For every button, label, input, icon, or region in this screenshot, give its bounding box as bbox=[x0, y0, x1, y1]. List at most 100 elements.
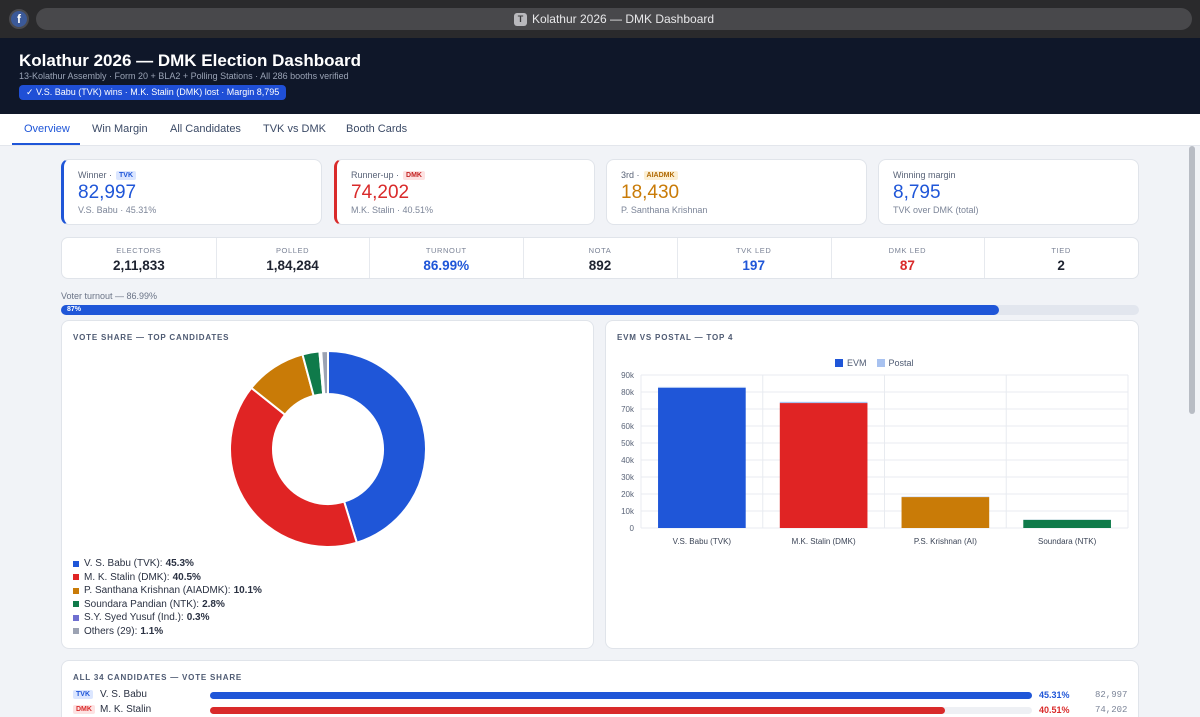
turnout-bar: 87% bbox=[61, 305, 1139, 315]
evm-postal-bar-chart: 0 10k 20k 30k 40k 50k 60k 70k 80k 90k V.S. Babu (T… bbox=[621, 371, 1129, 546]
stat-label: TIED bbox=[1051, 246, 1071, 255]
legend-evm[interactable]: EVM bbox=[835, 358, 867, 368]
page-scrollbar[interactable] bbox=[1188, 146, 1196, 717]
y-tick-label: 60k bbox=[621, 422, 635, 431]
evm-postal-title: EVM VS POSTAL — TOP 4 bbox=[617, 333, 734, 342]
x-tick-label: P.S. Krishnan (AI) bbox=[914, 537, 977, 546]
legend-value: 45.3% bbox=[165, 558, 194, 570]
party-badge: DMK bbox=[73, 705, 95, 714]
party-badge: DMK bbox=[403, 170, 425, 180]
y-tick-label: 70k bbox=[621, 405, 635, 414]
bar-evm[interactable] bbox=[1023, 519, 1111, 528]
page-title-in-bar: Kolathur 2026 — DMK Dashboard bbox=[531, 12, 715, 26]
tab-all-candidates[interactable]: All Candidates bbox=[170, 123, 241, 135]
tab-booth-cards[interactable]: Booth Cards bbox=[346, 123, 408, 135]
candidate-pct: 45.31% bbox=[1039, 690, 1070, 700]
tab-win-margin[interactable]: Win Margin bbox=[92, 123, 148, 135]
tab-bar: Overview Win Margin All Candidates TVK v… bbox=[0, 114, 1200, 146]
legend-item: M. K. Stalin (DMK): 40.5% bbox=[73, 571, 262, 585]
tab-tvk-vs-dmk[interactable]: TVK vs DMK bbox=[263, 123, 326, 135]
stat-polled: POLLED 1,84,284 bbox=[216, 238, 370, 278]
candidate-row[interactable]: TVK V. S. Babu 45.31% 82,997 bbox=[73, 689, 1131, 703]
y-tick-label: 0 bbox=[630, 524, 635, 533]
legend-evm-label: EVM bbox=[847, 358, 867, 368]
vote-share-donut bbox=[229, 349, 427, 548]
result-pill: ✓ V.S. Babu (TVK) wins · M.K. Stalin (DM… bbox=[19, 85, 287, 100]
card-footnote: TVK over DMK (total) bbox=[893, 205, 979, 215]
donut-slice-5[interactable] bbox=[320, 349, 329, 396]
donut-slice-1[interactable] bbox=[229, 386, 359, 548]
card-label-text: Runner-up · bbox=[351, 170, 400, 180]
all-candidates-title: ALL 34 CANDIDATES — VOTE SHARE bbox=[73, 673, 243, 682]
y-tick-label: 30k bbox=[621, 473, 635, 482]
card-value: 82,997 bbox=[78, 182, 137, 203]
legend-swatch bbox=[73, 587, 79, 594]
bar-evm[interactable] bbox=[901, 497, 990, 528]
y-tick-label: 40k bbox=[621, 456, 635, 465]
card-footnote: P. Santhana Krishnan bbox=[621, 205, 708, 215]
bar-evm[interactable] bbox=[658, 387, 746, 528]
y-tick-label: 50k bbox=[621, 439, 635, 448]
legend-name: Soundara Pandian (NTK): bbox=[84, 598, 200, 610]
legend-value: 40.5% bbox=[172, 571, 201, 583]
y-tick-label: 80k bbox=[621, 388, 635, 397]
stat-tvk-led: TVK LED 197 bbox=[677, 238, 831, 278]
party-badge: TVK bbox=[116, 170, 137, 180]
legend-postal[interactable]: Postal bbox=[876, 358, 914, 368]
legend-name: Others (29): bbox=[84, 625, 138, 637]
tab-overview[interactable]: Overview bbox=[24, 123, 70, 135]
stat-divider bbox=[215, 238, 217, 278]
address-bar[interactable]: T Kolathur 2026 — DMK Dashboard bbox=[36, 8, 1192, 30]
bar-postal[interactable] bbox=[658, 386, 746, 388]
bar-evm[interactable] bbox=[779, 403, 868, 528]
stat-nota: NOTA 892 bbox=[523, 238, 677, 278]
y-tick-label: 10k bbox=[621, 507, 635, 516]
x-tick-label: M.K. Stalin (DMK) bbox=[792, 537, 856, 546]
stat-value: 2 bbox=[1057, 258, 1065, 273]
facebook-icon[interactable]: f bbox=[9, 9, 29, 29]
card-value: 18,430 bbox=[621, 182, 680, 203]
card-label-text: Winner · bbox=[78, 170, 113, 180]
legend-item: Soundara Pandian (NTK): 2.8% bbox=[73, 598, 262, 612]
evm-postal-panel: EVM VS POSTAL — TOP 4 EVM Postal 0 10k 20k… bbox=[605, 320, 1139, 649]
vote-share-panel: VOTE SHARE — TOP CANDIDATES V. S. Babu (… bbox=[61, 320, 594, 649]
stats-strip: ELECTORS 2,11,833 POLLED 1,84,284 TURNOUT 86.… bbox=[61, 237, 1139, 279]
candidate-votes: 82,997 bbox=[1095, 690, 1128, 700]
y-tick-label: 20k bbox=[621, 490, 635, 499]
result-card: Winning margin 8,795 TVK over DMK (total) bbox=[878, 159, 1139, 225]
legend-value: 0.3% bbox=[186, 612, 210, 624]
result-card: 3rd · AIADMK 18,430 P. Santhana Krishnan bbox=[606, 159, 867, 225]
bar-chart-legend: EVM Postal bbox=[835, 358, 914, 368]
page-subtitle: 13-Kolathur Assembly · Form 20 + BLA2 + … bbox=[19, 71, 349, 81]
vote-share-fill bbox=[210, 707, 945, 714]
legend-name: S.Y. Syed Yusuf (Ind.): bbox=[84, 612, 184, 624]
candidate-row[interactable]: DMK M. K. Stalin 40.51% 74,202 bbox=[73, 704, 1131, 717]
stat-turnout: TURNOUT 86.99% bbox=[369, 238, 523, 278]
legend-postal-label: Postal bbox=[888, 358, 914, 368]
stat-divider bbox=[984, 238, 986, 278]
stat-value: 86.99% bbox=[423, 258, 470, 273]
donut-slice-0[interactable] bbox=[327, 349, 427, 544]
candidate-votes: 74,202 bbox=[1095, 705, 1128, 715]
result-card: Runner-up · DMK 74,202 M.K. Stalin · 40.51% bbox=[334, 159, 595, 225]
card-label: Runner-up · DMK bbox=[351, 170, 425, 180]
card-footnote: M.K. Stalin · 40.51% bbox=[351, 205, 434, 215]
legend-swatch bbox=[73, 574, 79, 581]
stat-label: NOTA bbox=[588, 246, 612, 255]
candidate-name: M. K. Stalin bbox=[100, 704, 152, 715]
stat-tied: TIED 2 bbox=[984, 238, 1138, 278]
scrollbar-thumb[interactable] bbox=[1189, 146, 1195, 414]
stat-label: TVK LED bbox=[735, 246, 772, 255]
main-content: Winner · TVK 82,997 V.S. Babu · 45.31% Runne… bbox=[0, 146, 1200, 717]
tab-favicon-icon: T bbox=[513, 12, 527, 26]
stat-value: 87 bbox=[899, 258, 915, 273]
legend-name: V. S. Babu (TVK): bbox=[84, 558, 163, 570]
stat-divider bbox=[830, 238, 832, 278]
legend-swatch bbox=[73, 560, 79, 567]
x-tick-label: Soundara (NTK) bbox=[1038, 537, 1097, 546]
bar-postal[interactable] bbox=[779, 401, 868, 404]
stat-label: ELECTORS bbox=[116, 246, 162, 255]
stat-dmk-led: DMK LED 87 bbox=[831, 238, 985, 278]
card-value: 8,795 bbox=[893, 182, 941, 203]
legend-swatch-postal bbox=[876, 359, 885, 367]
